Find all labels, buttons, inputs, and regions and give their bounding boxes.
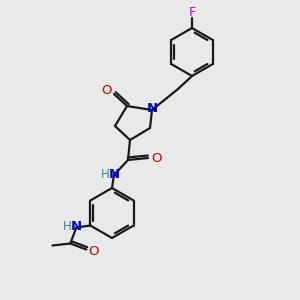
- Text: O: O: [151, 152, 161, 164]
- Text: O: O: [102, 83, 112, 97]
- Text: O: O: [88, 245, 99, 258]
- Text: H: H: [63, 220, 72, 233]
- Text: N: N: [146, 103, 158, 116]
- Text: N: N: [108, 167, 120, 181]
- Text: H: H: [100, 167, 109, 181]
- Text: N: N: [71, 220, 82, 233]
- Text: F: F: [188, 5, 196, 19]
